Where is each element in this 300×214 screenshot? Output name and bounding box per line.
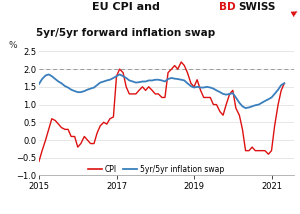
- Text: EU CPI and: EU CPI and: [92, 2, 160, 12]
- Text: 5yr/5yr forward inflation swap: 5yr/5yr forward inflation swap: [36, 28, 216, 38]
- Text: SWISS: SWISS: [238, 2, 276, 12]
- Text: %: %: [8, 41, 17, 50]
- Legend: CPI, 5yr/5yr inflation swap: CPI, 5yr/5yr inflation swap: [85, 162, 227, 177]
- Text: BD: BD: [219, 2, 236, 12]
- Text: ▶: ▶: [290, 6, 300, 18]
